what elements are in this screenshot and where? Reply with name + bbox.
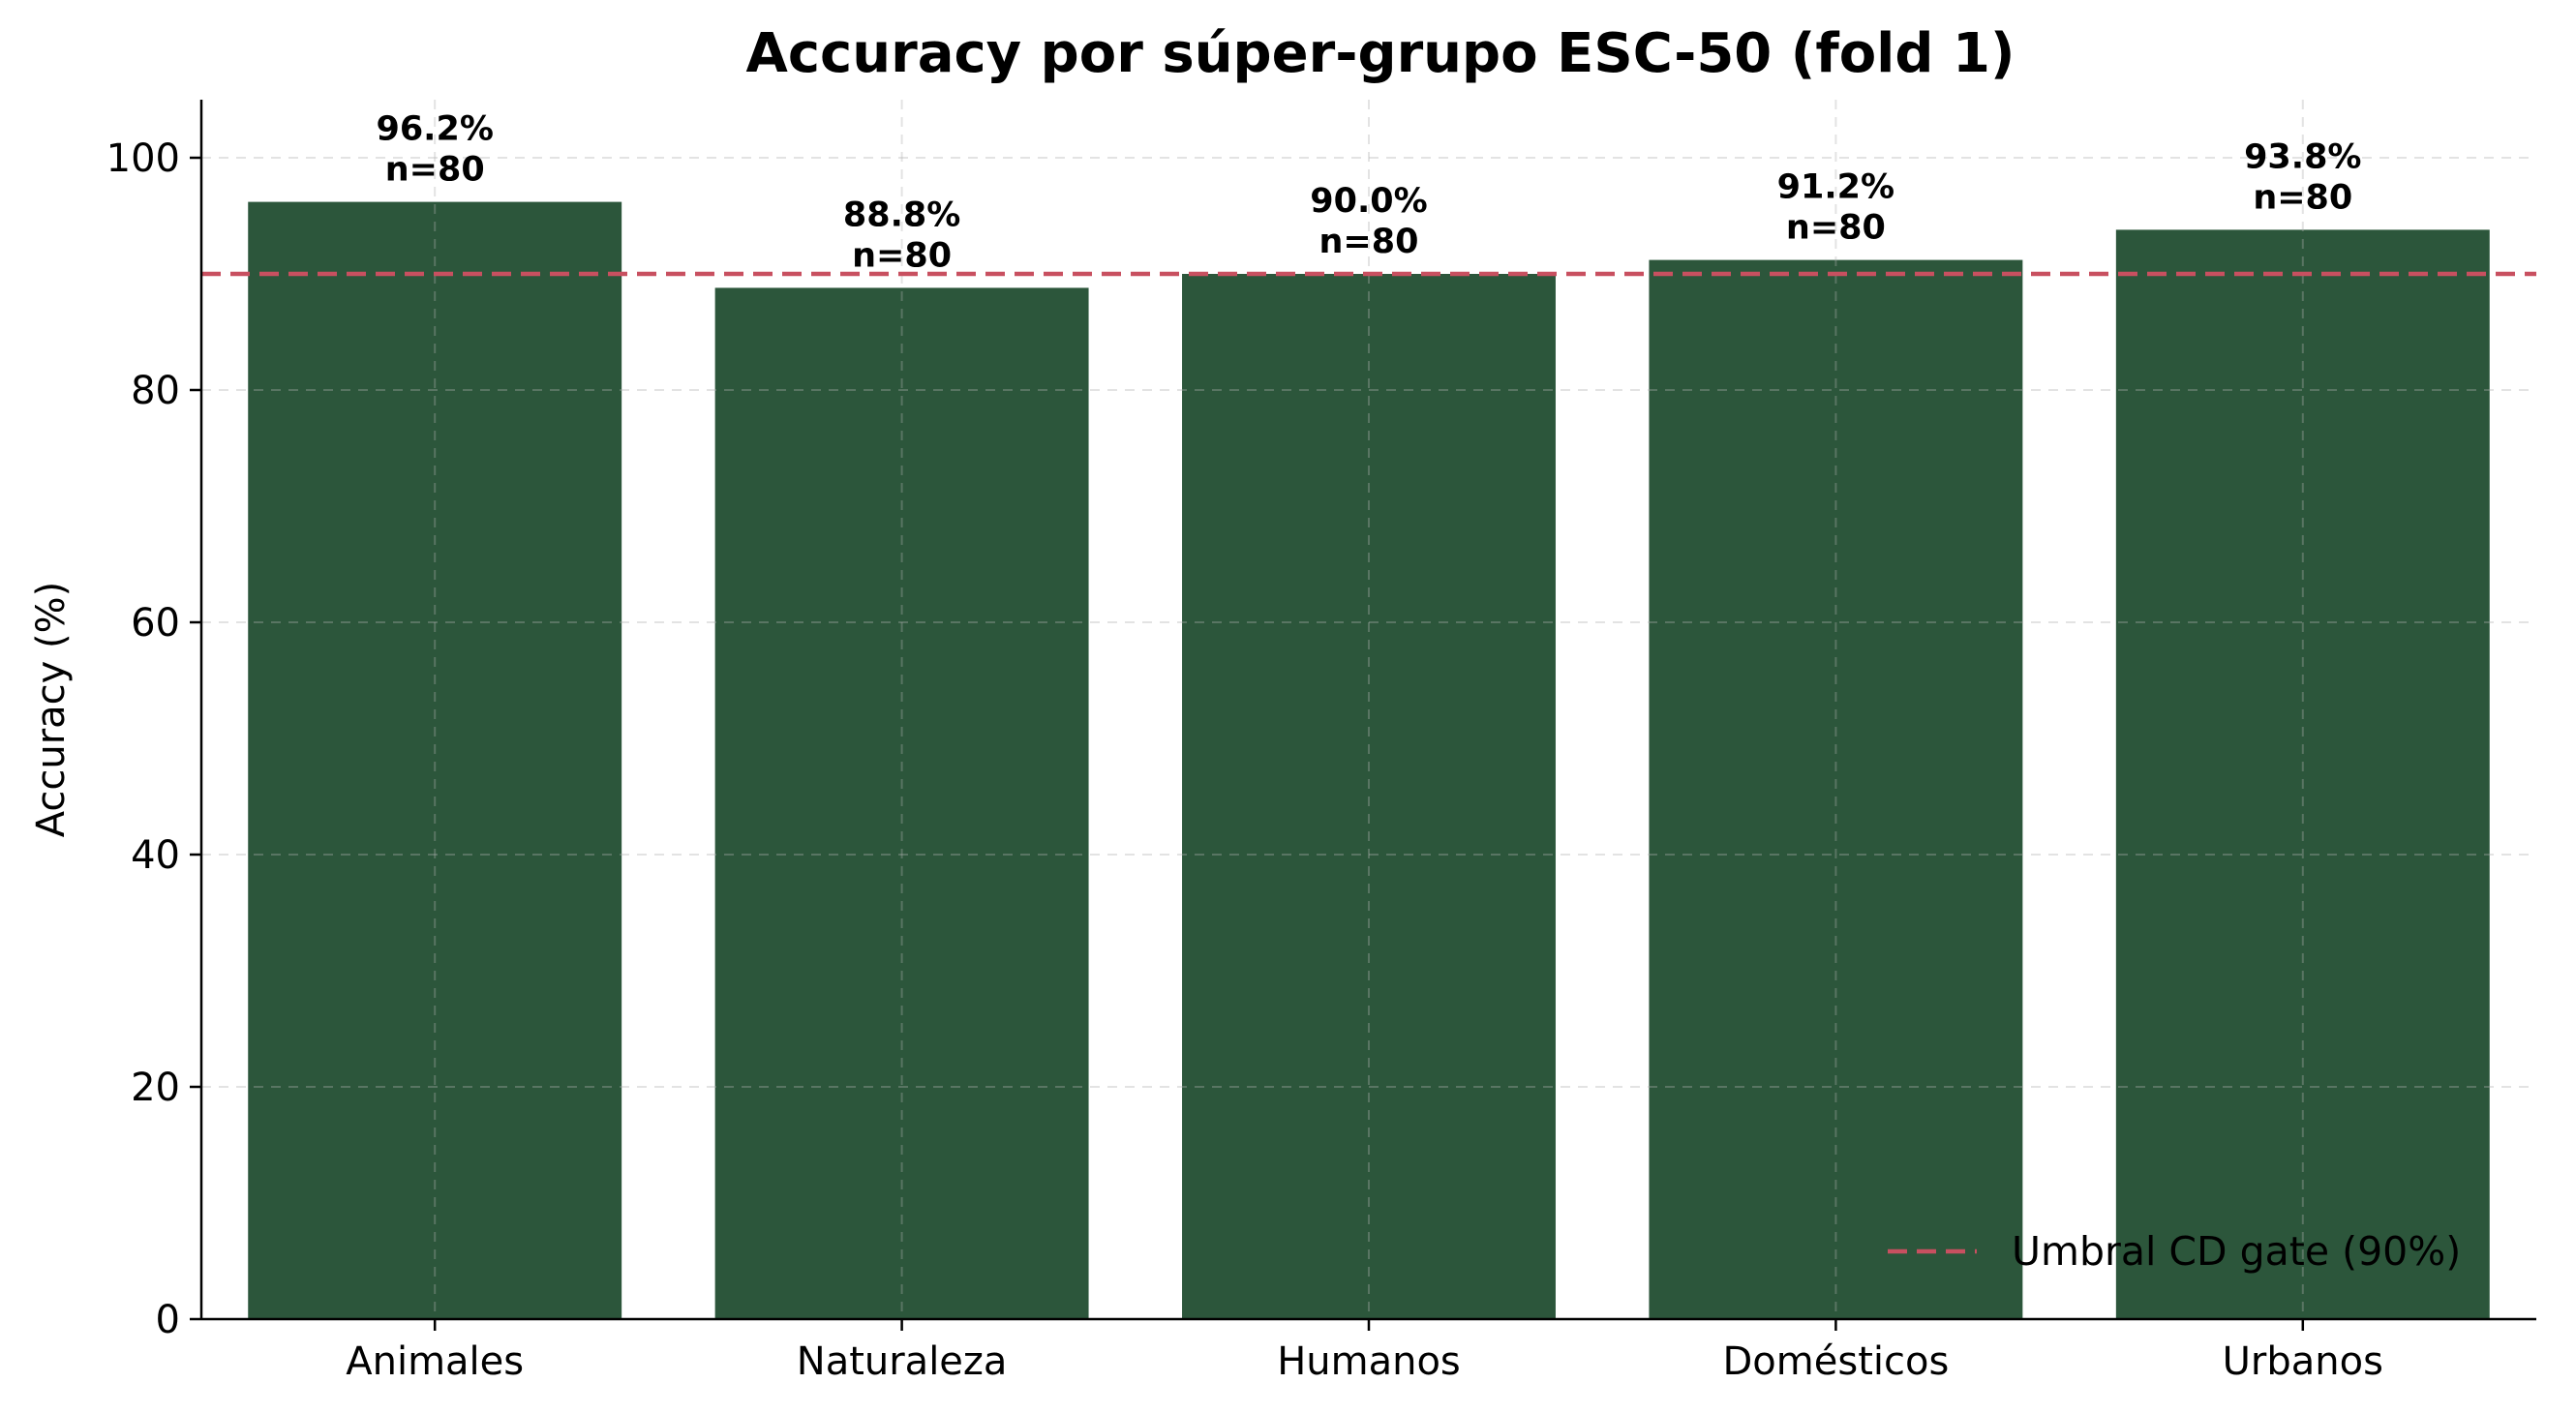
n-label: n=80 [1786,209,1886,248]
bar-naturaleza [714,287,1089,1319]
n-label: n=80 [1319,223,1419,261]
y-tick-label: 60 [131,601,180,646]
n-label: n=80 [852,236,952,275]
legend-label: Umbral CD gate (90%) [2012,1228,2461,1275]
y-tick-label: 20 [131,1066,180,1110]
n-label: n=80 [2253,178,2352,217]
value-label: 90.0% [1310,182,1427,221]
x-tick-label: Urbanos [2223,1339,2383,1384]
axes: 0 20 40 60 80 100 Animales Naturaleza Humanos Dom… [106,100,2536,1384]
y-tick-label: 100 [106,136,180,181]
grid-lines [201,100,2536,1319]
x-tick-label: Animales [346,1339,524,1384]
value-label: 93.8% [2244,137,2361,176]
x-tick-label: Humanos [1277,1339,1461,1384]
y-axis-label: Accuracy (%) [29,582,74,838]
data-labels: 96.2%n=8088.8%n=8090.0%n=8091.2%n=8093.8… [376,110,2361,276]
value-label: 96.2% [376,110,493,149]
bars [248,201,2490,1320]
bar-domésticos [1649,259,2023,1320]
n-label: n=80 [385,151,485,190]
value-label: 91.2% [1777,168,1894,207]
x-tick-label: Naturaleza [797,1339,1008,1384]
value-label: 88.8% [843,195,960,234]
legend: Umbral CD gate (90%) [1888,1228,2461,1275]
chart-title: Accuracy por súper-grupo ESC-50 (fold 1) [745,22,2015,85]
y-tick-label: 40 [131,833,180,878]
bar-animales [248,201,622,1320]
y-tick-label: 80 [131,369,180,413]
x-tick-label: Domésticos [1723,1339,1950,1384]
y-tick-label: 0 [156,1298,180,1342]
bar-humanos [1182,274,1556,1319]
bar-urbanos [2115,229,2490,1319]
